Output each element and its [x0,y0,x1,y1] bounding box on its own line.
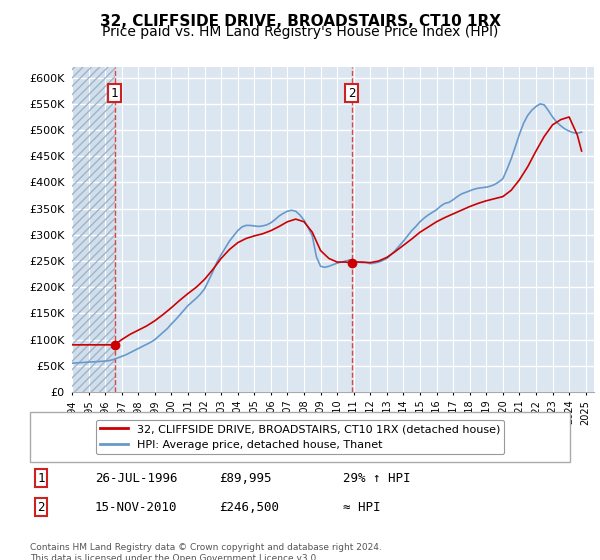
Text: £246,500: £246,500 [219,501,279,514]
Text: 2: 2 [348,87,355,100]
Text: 1: 1 [37,472,44,484]
Text: Contains HM Land Registry data © Crown copyright and database right 2024.
This d: Contains HM Land Registry data © Crown c… [30,543,382,560]
Legend: 32, CLIFFSIDE DRIVE, BROADSTAIRS, CT10 1RX (detached house), HPI: Average price,: 32, CLIFFSIDE DRIVE, BROADSTAIRS, CT10 1… [95,419,505,454]
FancyBboxPatch shape [30,412,570,462]
Text: Price paid vs. HM Land Registry's House Price Index (HPI): Price paid vs. HM Land Registry's House … [102,25,498,39]
Text: 1: 1 [111,87,118,100]
Text: ≈ HPI: ≈ HPI [343,501,381,514]
Bar [72,67,115,392]
Bar [72,67,115,392]
Text: 2: 2 [37,501,44,514]
Text: 29% ↑ HPI: 29% ↑ HPI [343,472,410,484]
Text: 15-NOV-2010: 15-NOV-2010 [95,501,178,514]
Text: 32, CLIFFSIDE DRIVE, BROADSTAIRS, CT10 1RX: 32, CLIFFSIDE DRIVE, BROADSTAIRS, CT10 1… [100,14,500,29]
Bar [72,67,115,392]
Text: 26-JUL-1996: 26-JUL-1996 [95,472,178,484]
Text: £89,995: £89,995 [219,472,271,484]
